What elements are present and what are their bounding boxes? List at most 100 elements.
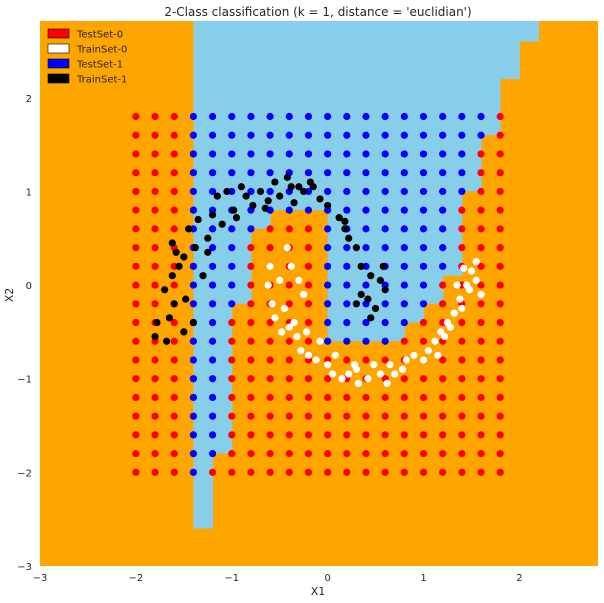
test-point-class-1 bbox=[228, 112, 236, 121]
test-point-class-0 bbox=[439, 412, 447, 420]
test-point-class-1 bbox=[343, 337, 351, 345]
test-point-class-1 bbox=[304, 112, 313, 121]
test-point-class-1 bbox=[208, 356, 217, 364]
test-point-class-0 bbox=[304, 300, 313, 308]
test-point-class-1 bbox=[208, 450, 217, 458]
test-point-class-1 bbox=[400, 206, 408, 214]
train-point-class-0 bbox=[268, 300, 276, 308]
test-point-class-0 bbox=[132, 393, 140, 402]
test-point-class-0 bbox=[132, 337, 140, 345]
test-point-class-0 bbox=[458, 206, 466, 214]
x-tick-label: 1 bbox=[420, 573, 426, 584]
test-point-class-1 bbox=[362, 150, 370, 158]
train-point-class-1 bbox=[367, 314, 375, 322]
test-point-class-0 bbox=[496, 450, 504, 458]
train-point-class-1 bbox=[168, 239, 176, 247]
test-point-class-0 bbox=[151, 131, 159, 139]
test-point-class-0 bbox=[247, 431, 255, 439]
test-point-class-0 bbox=[496, 206, 504, 214]
test-point-class-0 bbox=[151, 431, 159, 439]
test-point-class-1 bbox=[247, 187, 255, 196]
test-point-class-0 bbox=[343, 412, 351, 420]
test-point-class-1 bbox=[458, 169, 466, 177]
test-point-class-0 bbox=[477, 450, 485, 458]
test-point-class-0 bbox=[458, 337, 466, 345]
test-point-class-1 bbox=[208, 412, 217, 420]
train-point-class-0 bbox=[376, 370, 384, 378]
test-point-class-1 bbox=[419, 206, 428, 214]
test-point-class-1 bbox=[362, 318, 370, 327]
test-point-class-1 bbox=[362, 206, 370, 214]
test-point-class-1 bbox=[208, 431, 217, 439]
test-point-class-0 bbox=[419, 468, 428, 476]
test-point-class-0 bbox=[400, 393, 408, 402]
test-point-class-0 bbox=[400, 375, 408, 383]
axis-ticks: −3 −2 −1 0 1 2 −3 −2 −1 0 1 2 bbox=[17, 94, 522, 584]
test-point-class-0 bbox=[496, 468, 504, 476]
test-point-class-1 bbox=[419, 150, 428, 158]
chart-title: 2-Class classification (k = 1, distance … bbox=[164, 5, 471, 19]
train-point-class-0 bbox=[276, 276, 284, 284]
train-point-class-0 bbox=[370, 361, 378, 369]
test-point-class-0 bbox=[285, 281, 293, 289]
test-point-class-0 bbox=[439, 281, 447, 289]
train-point-class-0 bbox=[386, 361, 394, 369]
test-point-class-1 bbox=[208, 375, 217, 383]
test-point-class-1 bbox=[189, 468, 198, 476]
test-point-class-0 bbox=[477, 281, 485, 289]
test-point-class-0 bbox=[170, 112, 178, 121]
test-point-class-1 bbox=[189, 431, 198, 439]
test-point-class-0 bbox=[228, 468, 236, 476]
test-point-class-0 bbox=[362, 412, 370, 420]
test-point-class-0 bbox=[151, 375, 159, 383]
test-point-class-0 bbox=[477, 225, 485, 233]
test-point-class-0 bbox=[170, 206, 178, 214]
test-point-class-0 bbox=[304, 375, 313, 383]
test-point-class-0 bbox=[285, 300, 293, 308]
test-point-class-1 bbox=[189, 337, 198, 345]
train-point-class-0 bbox=[450, 309, 458, 317]
test-point-class-0 bbox=[496, 244, 504, 252]
test-point-class-0 bbox=[132, 318, 140, 327]
test-point-class-0 bbox=[362, 468, 370, 476]
train-point-class-1 bbox=[371, 304, 380, 313]
train-point-class-1 bbox=[161, 286, 169, 294]
test-point-class-1 bbox=[189, 300, 198, 308]
train-point-class-1 bbox=[300, 187, 308, 196]
test-point-class-1 bbox=[400, 262, 408, 270]
test-point-class-0 bbox=[496, 393, 504, 402]
test-point-class-0 bbox=[304, 281, 313, 289]
train-point-class-0 bbox=[312, 356, 320, 364]
test-point-class-1 bbox=[266, 187, 274, 196]
y-tick-label: −1 bbox=[17, 375, 32, 386]
train-point-class-0 bbox=[271, 314, 279, 322]
legend-swatch bbox=[47, 28, 70, 39]
train-point-class-1 bbox=[199, 272, 207, 280]
test-point-class-0 bbox=[439, 375, 447, 383]
test-point-class-1 bbox=[247, 112, 255, 121]
train-point-class-1 bbox=[223, 187, 231, 196]
train-point-class-1 bbox=[381, 286, 389, 294]
train-point-class-1 bbox=[180, 328, 188, 336]
region-class-1-strip bbox=[519, 21, 540, 42]
test-point-class-0 bbox=[419, 393, 428, 402]
train-point-class-1 bbox=[162, 337, 171, 345]
test-point-class-1 bbox=[228, 225, 236, 233]
test-point-class-0 bbox=[247, 468, 255, 476]
test-point-class-1 bbox=[208, 169, 217, 177]
train-point-class-1 bbox=[367, 272, 375, 280]
legend-swatch bbox=[47, 73, 70, 84]
test-point-class-0 bbox=[151, 225, 159, 233]
test-point-class-1 bbox=[324, 300, 332, 308]
test-point-class-0 bbox=[247, 244, 255, 252]
test-point-class-0 bbox=[266, 337, 274, 345]
test-point-class-0 bbox=[458, 244, 466, 252]
test-point-class-1 bbox=[189, 281, 198, 289]
test-point-class-1 bbox=[381, 187, 389, 196]
test-point-class-0 bbox=[132, 300, 140, 308]
train-point-class-1 bbox=[194, 215, 202, 224]
test-point-class-0 bbox=[381, 356, 389, 364]
train-point-class-1 bbox=[352, 300, 360, 308]
test-point-class-1 bbox=[419, 244, 428, 252]
train-point-class-0 bbox=[398, 365, 407, 373]
